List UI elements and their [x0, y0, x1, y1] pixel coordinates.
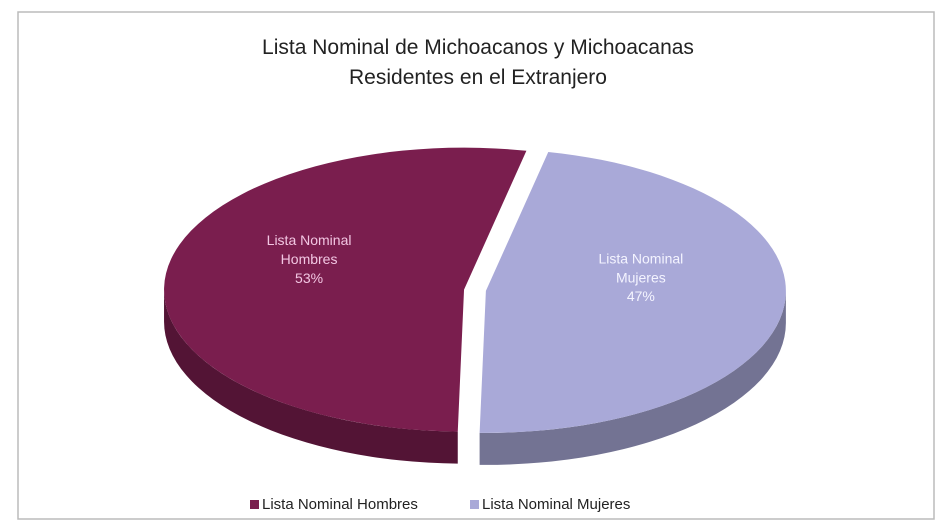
legend-label: Lista Nominal Mujeres	[482, 496, 630, 513]
slice	[164, 147, 527, 432]
legend-swatch	[250, 500, 259, 509]
data-label-value: 53%	[295, 270, 323, 286]
chart-title: Lista Nominal de Michoacanos y Michoacan…	[262, 36, 694, 89]
legend-label: Lista Nominal Hombres	[262, 496, 418, 513]
slice-side	[479, 290, 786, 465]
data-label-name: Lista Nominal Mujeres	[598, 250, 683, 285]
data-label-name: Lista Nominal Hombres	[267, 232, 352, 267]
slice	[479, 152, 786, 433]
slice-side	[164, 289, 458, 464]
legend-swatch	[470, 500, 479, 509]
data-label-value: 47%	[627, 288, 655, 304]
